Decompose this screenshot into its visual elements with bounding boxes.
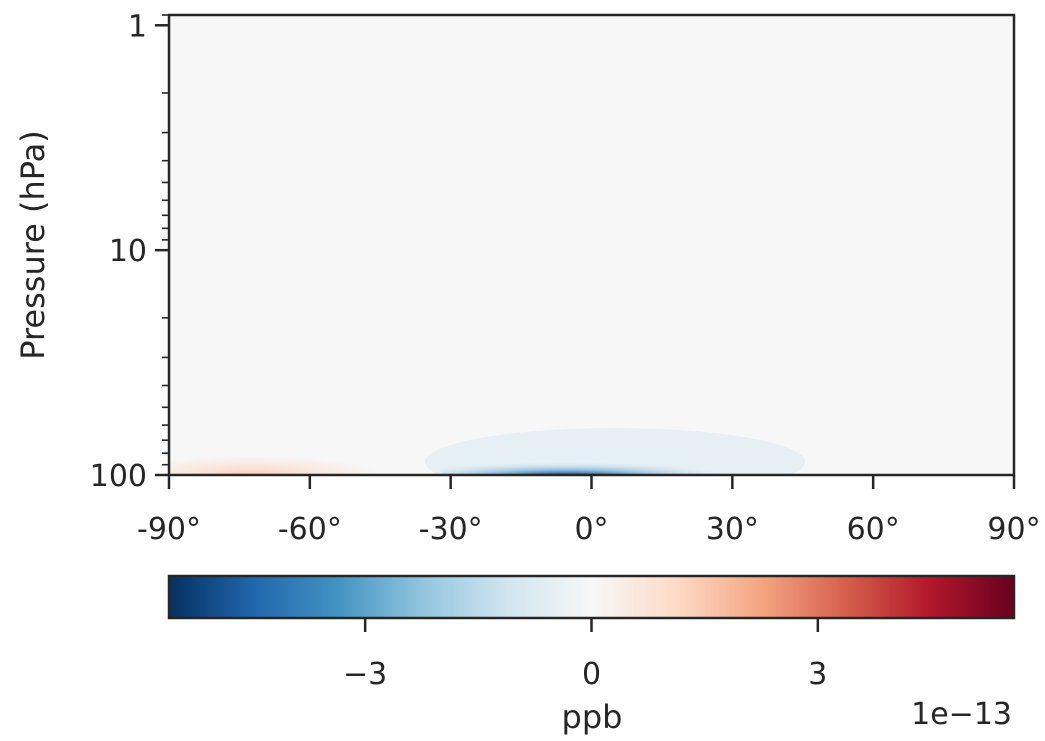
positive-anomaly-region bbox=[169, 448, 380, 475]
colorbar-tick-label: 0 bbox=[582, 657, 601, 692]
x-tick-label: 90° bbox=[987, 512, 1040, 547]
y-axis-title: Pressure (hPa) bbox=[14, 130, 52, 360]
colorbar-gradient bbox=[167, 574, 1016, 620]
x-tick-label: 30° bbox=[706, 512, 759, 547]
negative-anomaly-region bbox=[440, 454, 780, 475]
x-tick-label: -60° bbox=[278, 512, 342, 547]
heatmap-background bbox=[169, 15, 1014, 475]
y-axis: 1 10 100 bbox=[90, 9, 169, 494]
colorbar: −3 0 3 ppb 1e−13 bbox=[167, 574, 1016, 736]
x-tick-label: -30° bbox=[419, 512, 483, 547]
colorbar-tick-label: −3 bbox=[343, 657, 387, 692]
x-tick-label: -90° bbox=[137, 512, 201, 547]
x-tick-label: 60° bbox=[847, 512, 900, 547]
colorbar-ticks: −3 0 3 bbox=[343, 618, 827, 692]
plot-area bbox=[167, 13, 1016, 477]
x-tick-label: 0° bbox=[574, 512, 608, 547]
colorbar-offset-text: 1e−13 bbox=[911, 697, 1012, 732]
colorbar-label: ppb bbox=[562, 698, 623, 736]
y-tick-label: 1 bbox=[128, 9, 147, 44]
x-axis: -90° -60° -30° 0° 30° 60° 90° bbox=[137, 475, 1041, 547]
y-tick-label: 100 bbox=[90, 459, 147, 494]
colorbar-tick-label: 3 bbox=[808, 657, 827, 692]
y-tick-label: 10 bbox=[109, 234, 147, 269]
